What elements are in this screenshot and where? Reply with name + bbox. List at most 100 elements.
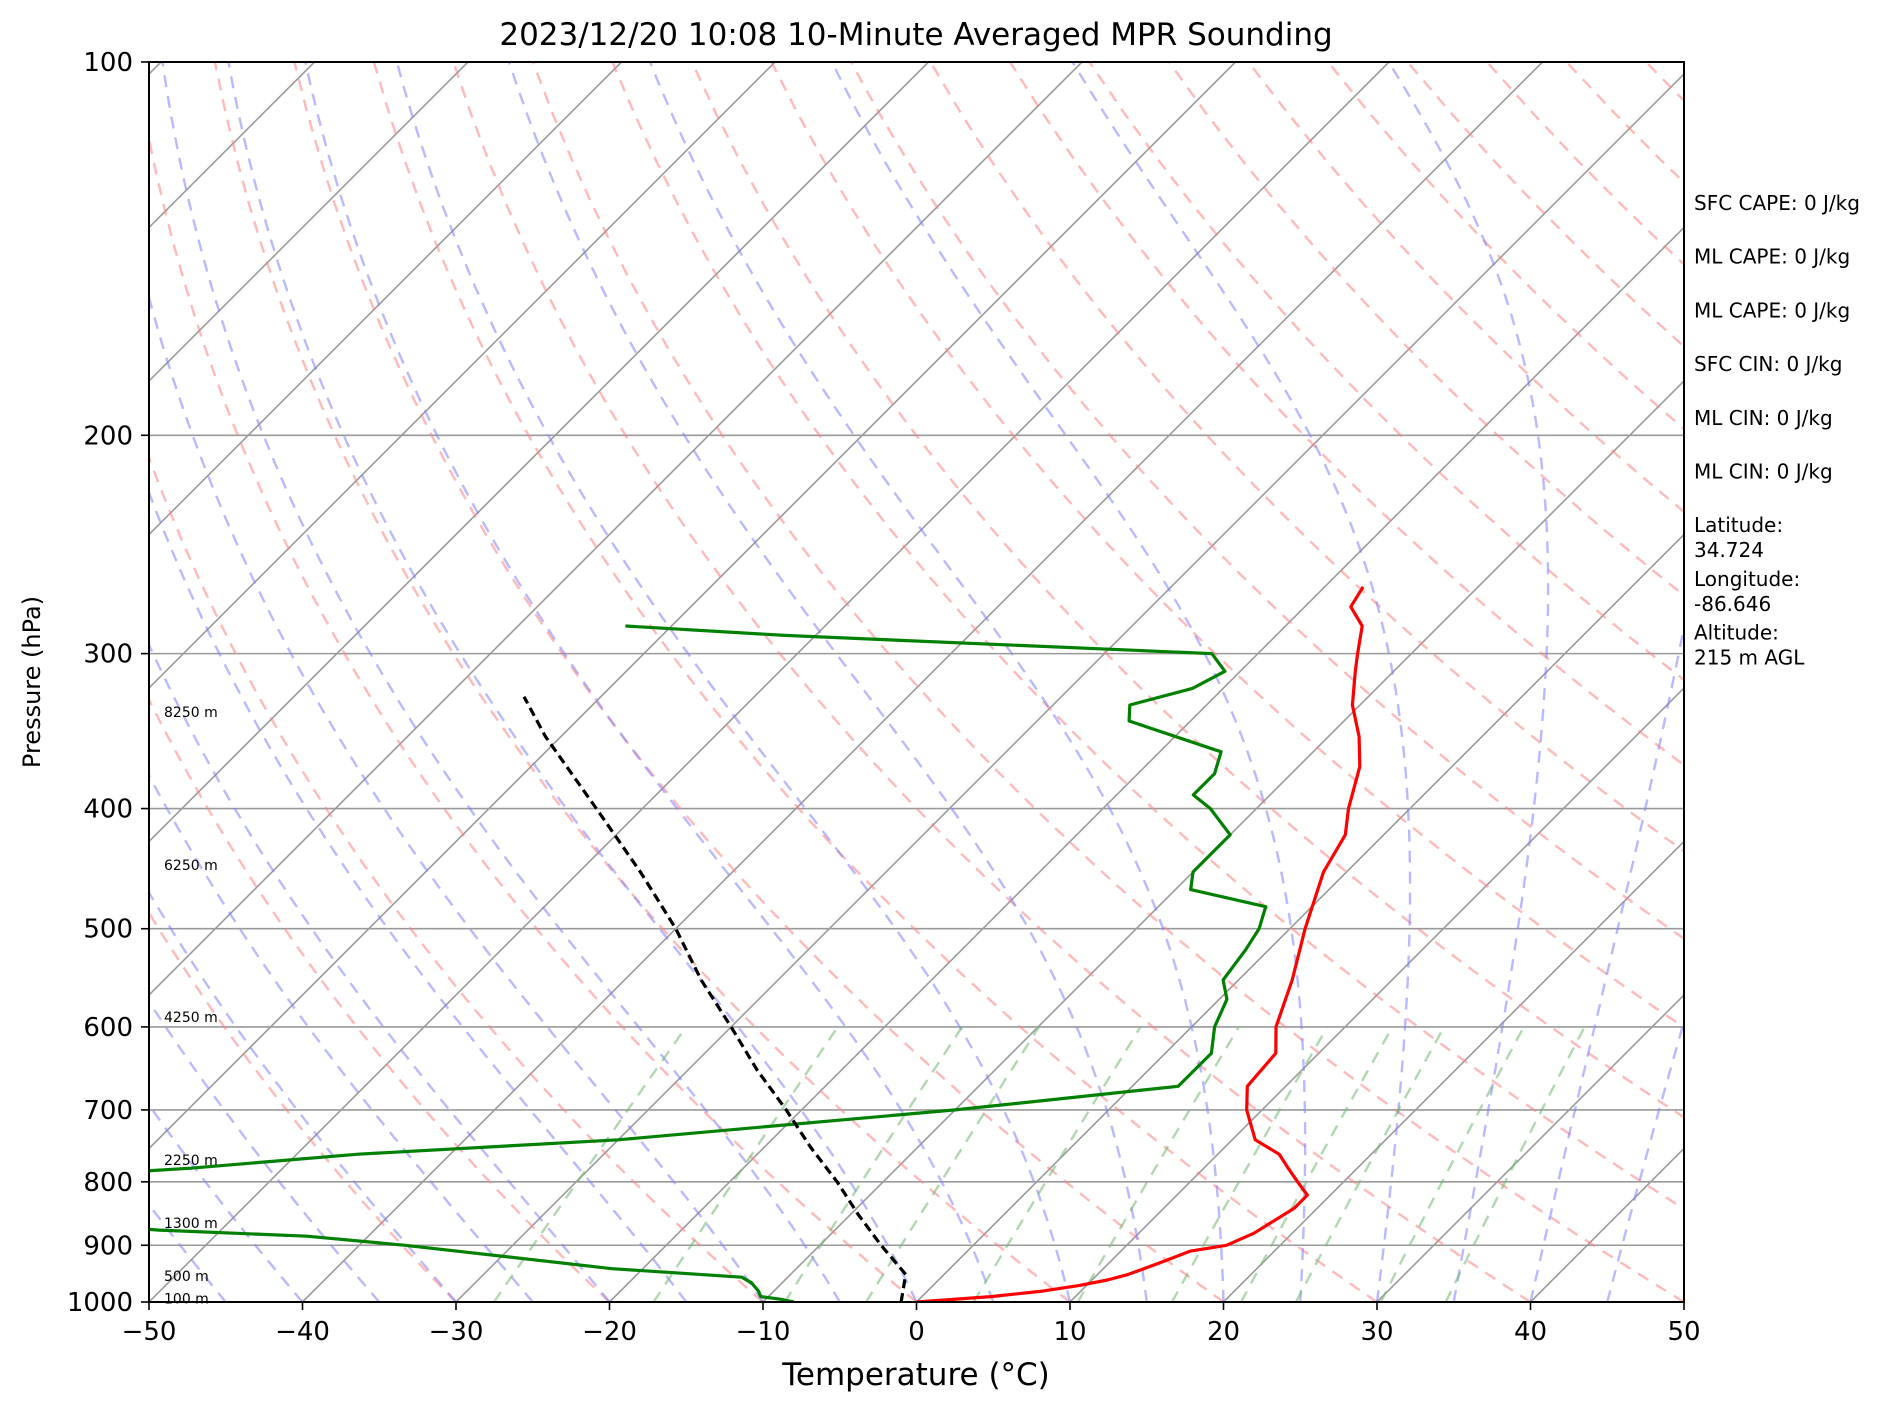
height-label: 1300 m [164, 1216, 218, 1232]
annotation-text: SFC CAPE: 0 J/kg [1694, 191, 1860, 215]
background-lines [0, 62, 1893, 1302]
moist-adiabat-line [1529, 621, 1684, 1302]
dry-adiabat-line [770, 62, 1684, 1029]
mixing-ratio-line [1240, 1026, 1394, 1302]
isotherm-line [149, 62, 776, 690]
isotherm-line [149, 62, 623, 536]
y-tick-label: 600 [83, 1013, 133, 1043]
mixing-ratio-line [1379, 1026, 1525, 1302]
x-tick-label: −20 [582, 1317, 637, 1347]
height-label: 100 m [164, 1291, 209, 1307]
annotation-text: ML CAPE: 0 J/kg [1694, 298, 1850, 322]
mixing-ratio-line [972, 1026, 1142, 1302]
y-tick-label: 300 [83, 640, 133, 670]
dry-adiabat-line [372, 62, 1378, 1302]
y-tick-label: 800 [83, 1168, 133, 1198]
isotherm-line [1376, 993, 1684, 1302]
moist-adiabat-line [648, 62, 1225, 1302]
annotation-value: -86.646 [1694, 592, 1771, 616]
chart-title: 2023/12/20 10:08 10-Minute Averaged MPR … [499, 17, 1332, 53]
isotherm-line [608, 226, 1684, 1302]
y-axis-ticks: 100 200 300 400 500 600 700 800 900 1000 [67, 48, 149, 1318]
y-tick-label: 400 [83, 795, 133, 825]
x-tick-label: −30 [429, 1317, 484, 1347]
mixing-ratio-line [1294, 1026, 1446, 1302]
side-annotations: SFC CAPE: 0 J/kg ML CAPE: 0 J/kg ML CAPE: … [1694, 191, 1860, 670]
dewpoint-profile-line [149, 624, 1268, 1302]
moist-adiabat-line [507, 62, 1148, 1302]
mixing-ratio-line [865, 1026, 1040, 1302]
mixing-ratio-line [1076, 1026, 1240, 1302]
dry-adiabat-line [149, 132, 918, 1302]
data-lines [149, 585, 1365, 1302]
isotherm-line [149, 62, 1390, 1302]
height-label: 4250 m [164, 1010, 218, 1026]
annotation-value: 34.724 [1694, 538, 1764, 562]
x-tick-label: −50 [122, 1317, 177, 1347]
x-tick-label: 10 [1053, 1317, 1086, 1347]
y-tick-label: 900 [83, 1231, 133, 1261]
x-axis-ticks: −50 −40 −30 −20 −10 0 10 20 30 40 50 [122, 1302, 1701, 1347]
x-tick-label: 50 [1667, 1317, 1700, 1347]
annotation-text: Longitude: [1694, 567, 1800, 591]
moist-adiabat-line [1071, 62, 1412, 1302]
annotation-text: Latitude: [1694, 513, 1783, 537]
moist-adiabat-line [227, 62, 918, 1302]
mixing-ratio-line [1444, 1026, 1586, 1302]
isotherm-line [149, 62, 1237, 1150]
dry-adiabat-line [149, 454, 764, 1302]
moist-adiabat-line [161, 62, 841, 1302]
x-tick-label: 0 [908, 1317, 925, 1347]
annotation-text: SFC CIN: 0 J/kg [1694, 352, 1842, 376]
isotherm-line [1222, 840, 1684, 1302]
moist-adiabat-line [149, 1102, 304, 1302]
y-tick-label: 200 [83, 421, 133, 451]
height-label: 2250 m [164, 1153, 218, 1169]
mixing-ratio-line [492, 1026, 688, 1302]
height-label: 500 m [164, 1269, 209, 1285]
y-tick-label: 700 [83, 1096, 133, 1126]
mixing-ratio-line [783, 1026, 964, 1302]
moist-adiabat-line [149, 292, 764, 1302]
isotherm-line [301, 62, 1544, 1302]
y-tick-label: 1000 [67, 1288, 133, 1318]
height-label: 6250 m [164, 858, 218, 874]
isotherm-line [915, 533, 1684, 1302]
isotherm-line [762, 379, 1684, 1302]
annotation-text: Altitude: [1694, 621, 1779, 645]
moist-adiabat-line [149, 642, 611, 1302]
annotation-text: ML CIN: 0 J/kg [1694, 406, 1833, 430]
mixing-ratio-line [652, 1026, 839, 1302]
height-label: 8250 m [164, 705, 218, 721]
isotherm-line [0, 62, 8, 1302]
annotation-value: 215 m AGL [1694, 646, 1805, 670]
y-tick-label: 500 [83, 915, 133, 945]
dry-adiabat-line [690, 62, 1684, 1119]
y-axis-label: Pressure (hPa) [18, 596, 46, 768]
isotherm-line [149, 62, 469, 383]
moist-adiabat-line [1387, 62, 1550, 1302]
annotation-text: ML CAPE: 0 J/kg [1694, 245, 1850, 269]
moist-adiabat-line [830, 62, 1307, 1302]
mixing-ratio-line [1170, 1026, 1329, 1302]
x-tick-label: −40 [275, 1317, 330, 1347]
moist-adiabat-line [149, 999, 381, 1302]
x-tick-label: −10 [736, 1317, 791, 1347]
x-axis-label: Temperature (°C) [781, 1357, 1050, 1393]
dry-adiabat-line [1885, 62, 1893, 1302]
y-tick-label: 100 [83, 48, 133, 78]
moist-adiabat-line [149, 772, 534, 1302]
parcel-profile-line [522, 695, 908, 1302]
isotherm-line [149, 62, 1083, 997]
moist-adiabat-line [1606, 1017, 1684, 1302]
plot-frame [148, 61, 1685, 1303]
annotation-text: ML CIN: 0 J/kg [1694, 460, 1833, 484]
moist-adiabat-line [395, 62, 1072, 1302]
isotherm-line [149, 62, 930, 843]
height-labels: 100 m 500 m 1300 m 2250 m 4250 m 6250 m 8250 m [164, 705, 218, 1307]
moist-adiabat-line [149, 890, 457, 1302]
dry-adiabat-line [452, 62, 1532, 1302]
moist-adiabat-line [149, 1202, 227, 1302]
dry-adiabat-line [531, 62, 1684, 1302]
